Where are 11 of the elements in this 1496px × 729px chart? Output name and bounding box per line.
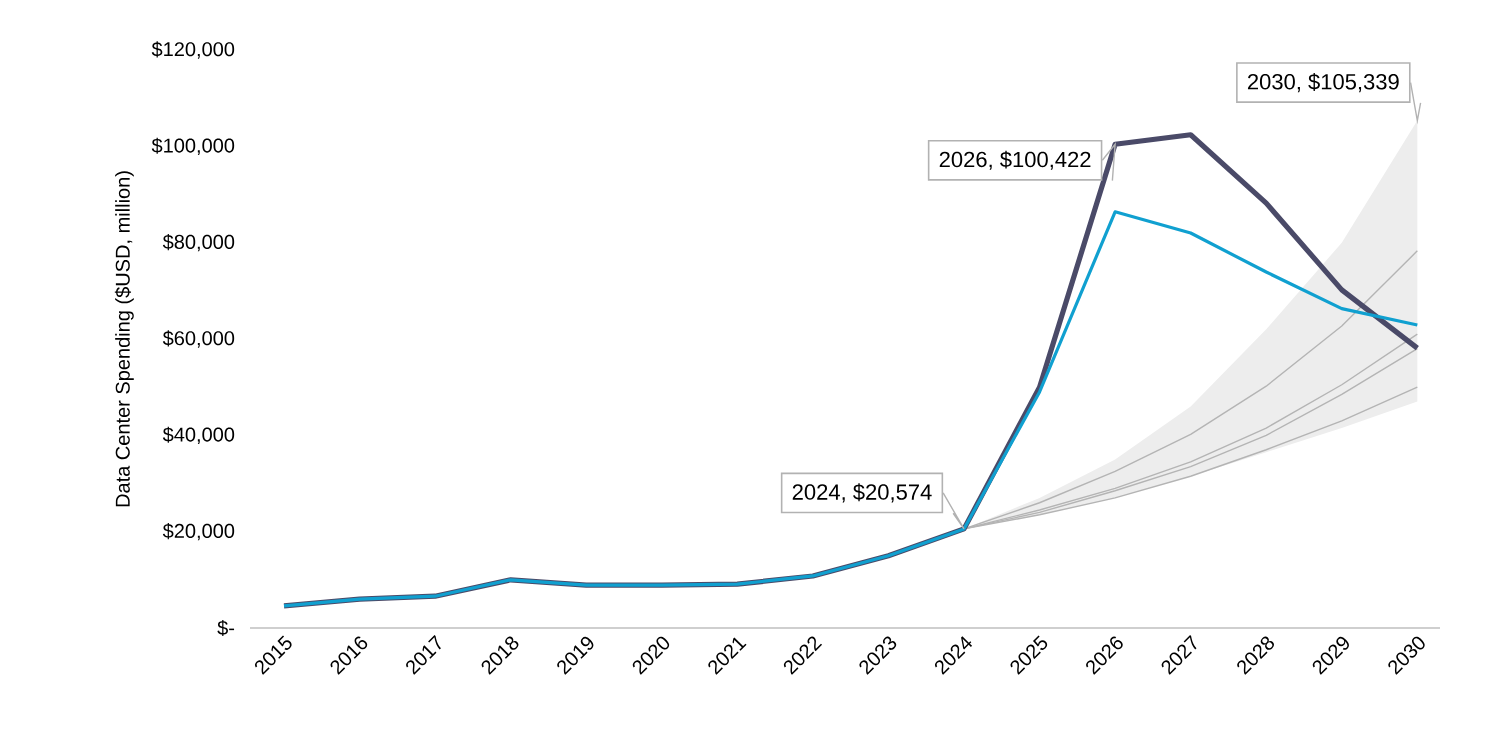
y-tick-label: $80,000 <box>162 233 235 252</box>
annotation: 2026, $100,422 <box>939 150 1091 170</box>
y-tick-label: $- <box>217 619 235 637</box>
y-tick-label: $20,000 <box>162 522 235 541</box>
y-tick-label: $60,000 <box>162 330 235 348</box>
annotation: 2024, $20,574 <box>792 483 932 503</box>
y-tick-label: $120,000 <box>151 41 235 59</box>
annotation: 2030, $105,339 <box>1247 73 1399 93</box>
y-tick-label: $40,000 <box>162 426 235 445</box>
y-tick-label: $100,000 <box>151 137 235 156</box>
y-axis-title: Data Center Spending ($USD, million) <box>114 171 134 507</box>
